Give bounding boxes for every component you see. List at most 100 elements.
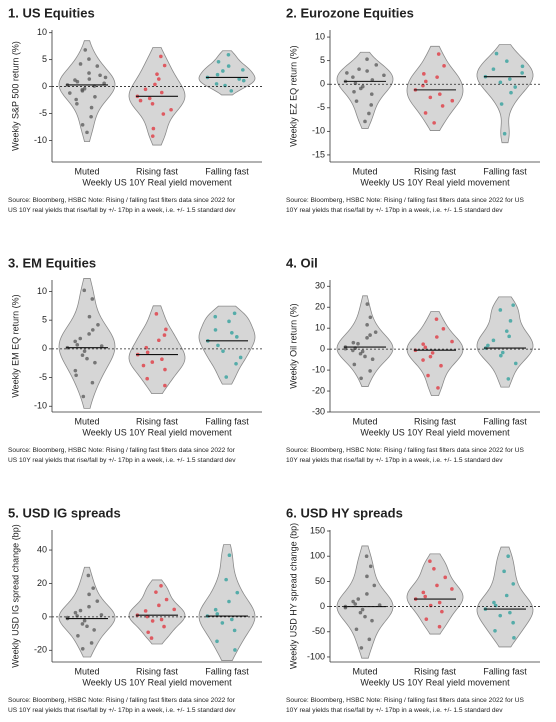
data-point bbox=[430, 351, 435, 355]
data-point bbox=[80, 88, 85, 92]
y-axis-label: Weekly USD IG spread change (bp) bbox=[10, 524, 20, 667]
y-tick-label: 10 bbox=[37, 286, 47, 296]
data-point bbox=[227, 553, 232, 558]
y-tick-label: 0 bbox=[320, 79, 325, 89]
data-point bbox=[436, 386, 440, 390]
data-point bbox=[75, 79, 80, 84]
data-point bbox=[213, 314, 218, 319]
violin-body bbox=[476, 296, 534, 388]
data-point bbox=[159, 617, 164, 622]
data-point bbox=[450, 587, 454, 591]
data-point bbox=[73, 368, 78, 373]
data-point bbox=[229, 89, 234, 93]
data-point bbox=[357, 67, 361, 71]
data-point bbox=[438, 92, 442, 96]
x-tick-label: Rising fast bbox=[414, 416, 457, 426]
data-point bbox=[96, 322, 100, 327]
data-point bbox=[159, 584, 163, 588]
source-note: US 10Y real yields that rise/fall by +/-… bbox=[8, 457, 236, 464]
source-note: Source: Bloomberg, HSBC Note: Rising / f… bbox=[286, 447, 524, 454]
data-point bbox=[226, 52, 231, 57]
x-axis-label: Weekly US 10Y Real yield movement bbox=[360, 677, 510, 687]
data-point bbox=[504, 593, 509, 598]
data-point bbox=[493, 628, 497, 633]
x-tick-label: Falling fast bbox=[483, 416, 527, 426]
data-point bbox=[95, 599, 100, 603]
x-tick-label: Muted bbox=[352, 666, 377, 676]
violin-body bbox=[406, 45, 464, 131]
data-point bbox=[85, 624, 89, 629]
data-point bbox=[86, 573, 91, 578]
data-point bbox=[365, 336, 369, 340]
data-point bbox=[226, 64, 231, 68]
x-axis-label: Weekly US 10Y Real yield movement bbox=[360, 427, 510, 437]
data-point bbox=[153, 82, 157, 87]
y-axis-label: Weekly Oil return (%) bbox=[288, 303, 298, 388]
data-point bbox=[502, 569, 506, 574]
data-point bbox=[354, 99, 359, 103]
data-point bbox=[82, 618, 87, 623]
data-point bbox=[143, 87, 148, 92]
data-point bbox=[354, 627, 359, 632]
data-point bbox=[87, 57, 91, 61]
y-tick-label: -15 bbox=[312, 149, 325, 159]
data-point bbox=[75, 343, 80, 347]
data-point bbox=[351, 340, 356, 345]
x-axis-label: Weekly US 10Y Real yield movement bbox=[82, 427, 232, 437]
data-point bbox=[215, 612, 220, 616]
data-point bbox=[363, 354, 367, 359]
data-point bbox=[345, 71, 349, 75]
data-point bbox=[155, 72, 159, 76]
y-tick-label: 100 bbox=[310, 551, 325, 561]
data-point bbox=[373, 330, 378, 334]
panel-title: 3. EM Equities bbox=[8, 255, 96, 270]
data-point bbox=[214, 82, 219, 86]
data-point bbox=[502, 131, 507, 136]
data-point bbox=[234, 361, 238, 366]
x-tick-label: Muted bbox=[74, 416, 99, 426]
source-note: US 10Y real yields that rise/fall by +/-… bbox=[8, 207, 236, 214]
violin-body bbox=[58, 278, 116, 409]
violin-body bbox=[336, 545, 394, 659]
data-point bbox=[368, 564, 373, 569]
violin-body bbox=[128, 579, 186, 645]
data-point bbox=[92, 628, 96, 632]
data-point bbox=[360, 607, 365, 612]
data-point bbox=[370, 357, 375, 362]
data-point bbox=[421, 358, 425, 362]
y-tick-label: 40 bbox=[37, 544, 47, 554]
y-tick-label: 5 bbox=[320, 55, 325, 65]
data-point bbox=[157, 338, 161, 343]
data-point bbox=[365, 592, 369, 596]
x-axis-label: Weekly US 10Y Real yield movement bbox=[82, 177, 232, 187]
data-point bbox=[423, 594, 428, 599]
data-point bbox=[365, 574, 369, 579]
data-point bbox=[428, 559, 432, 564]
data-point bbox=[506, 554, 510, 558]
data-point bbox=[90, 297, 95, 301]
data-point bbox=[367, 111, 371, 116]
data-point bbox=[146, 630, 150, 635]
data-point bbox=[365, 302, 370, 306]
data-point bbox=[68, 91, 72, 95]
data-point bbox=[511, 620, 515, 625]
data-point bbox=[160, 357, 164, 362]
data-point bbox=[450, 98, 455, 103]
data-point bbox=[151, 126, 156, 131]
data-point bbox=[163, 383, 167, 388]
data-point bbox=[364, 554, 369, 558]
data-point bbox=[428, 354, 433, 359]
y-tick-label: 20 bbox=[37, 578, 47, 588]
data-point bbox=[356, 341, 360, 346]
data-point bbox=[149, 636, 154, 640]
y-tick-label: -50 bbox=[312, 626, 325, 636]
x-tick-label: Falling fast bbox=[483, 166, 527, 176]
data-point bbox=[351, 599, 355, 604]
violin-body bbox=[198, 50, 256, 96]
x-tick-label: Muted bbox=[352, 416, 377, 426]
x-tick-label: Muted bbox=[352, 166, 377, 176]
data-point bbox=[213, 328, 218, 332]
source-note: 10Y real yields that rise/fall by +/- 17… bbox=[286, 707, 503, 714]
data-point bbox=[150, 102, 155, 106]
data-point bbox=[85, 356, 89, 361]
